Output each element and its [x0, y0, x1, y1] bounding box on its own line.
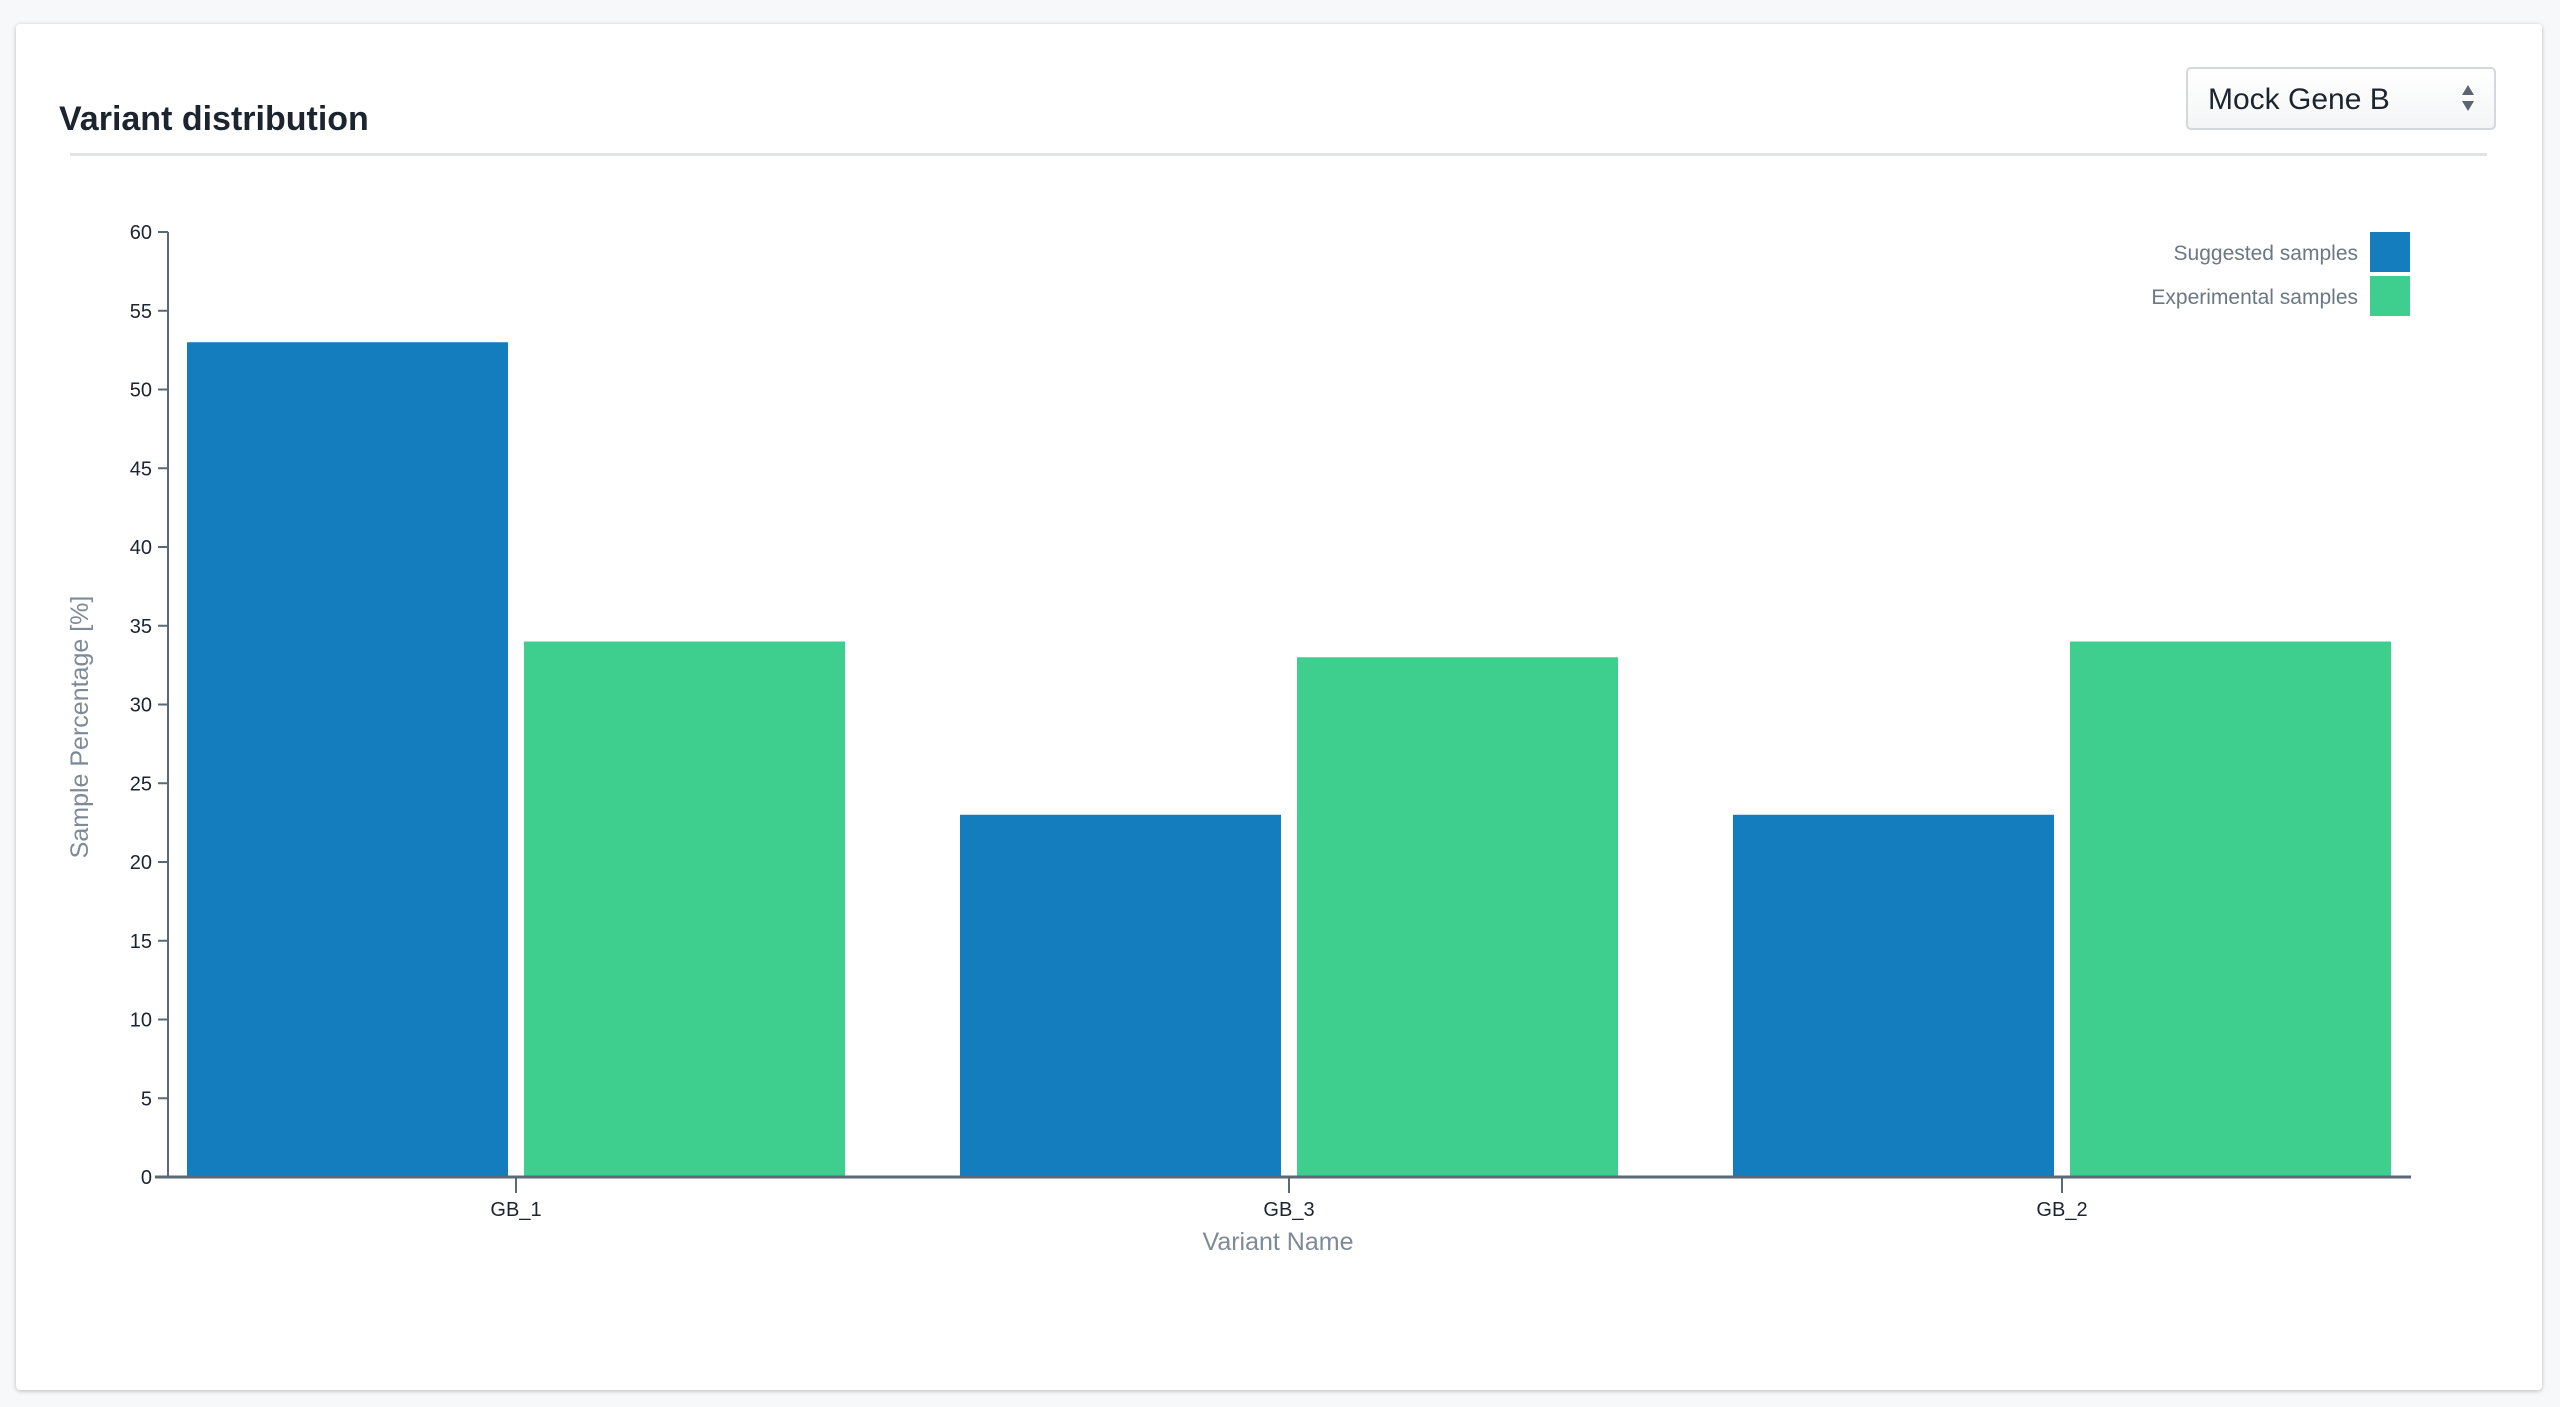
legend-swatch-suggested — [2370, 232, 2410, 272]
gene-select[interactable]: Mock Gene B — [2186, 67, 2496, 130]
y-tick-label: 50 — [130, 380, 152, 402]
x-axis-label: Variant Name — [1203, 1228, 1354, 1256]
y-tick-label: 30 — [130, 695, 152, 717]
y-tick-label: 10 — [130, 1010, 152, 1032]
bar-gb-1-suggested — [187, 342, 508, 1177]
y-tick-label: 25 — [130, 773, 152, 795]
legend-swatch-experimental — [2370, 276, 2410, 316]
y-tick-label: 5 — [141, 1088, 152, 1110]
sort-arrows-icon — [2462, 85, 2474, 111]
legend-label: Experimental samples — [2151, 286, 2358, 309]
y-tick-label: 60 — [130, 222, 152, 244]
y-tick-label: 0 — [141, 1167, 152, 1189]
bar-gb-1-experimental — [524, 641, 845, 1177]
header-divider — [70, 153, 2487, 156]
y-axis-label: Sample Percentage [%] — [66, 596, 94, 859]
legend-label: Suggested samples — [2174, 242, 2358, 265]
bar-gb-2-experimental — [2070, 641, 2391, 1177]
x-tick-label: GB_3 — [1263, 1199, 1314, 1221]
y-tick-label: 55 — [130, 301, 152, 323]
y-tick-label: 45 — [130, 458, 152, 480]
y-tick-label: 35 — [130, 616, 152, 638]
bar-gb-3-suggested — [960, 814, 1281, 1177]
y-tick-label: 40 — [130, 537, 152, 559]
x-tick-label: GB_1 — [490, 1199, 541, 1221]
bar-gb-3-experimental — [1297, 657, 1618, 1177]
x-tick-label: GB_2 — [2036, 1199, 2087, 1221]
bar-gb-2-suggested — [1733, 814, 2054, 1177]
y-tick-label: 15 — [130, 931, 152, 953]
gene-select-value: Mock Gene B — [2208, 83, 2390, 116]
y-tick-label: 20 — [130, 852, 152, 874]
page-title: Variant distribution — [59, 100, 369, 138]
